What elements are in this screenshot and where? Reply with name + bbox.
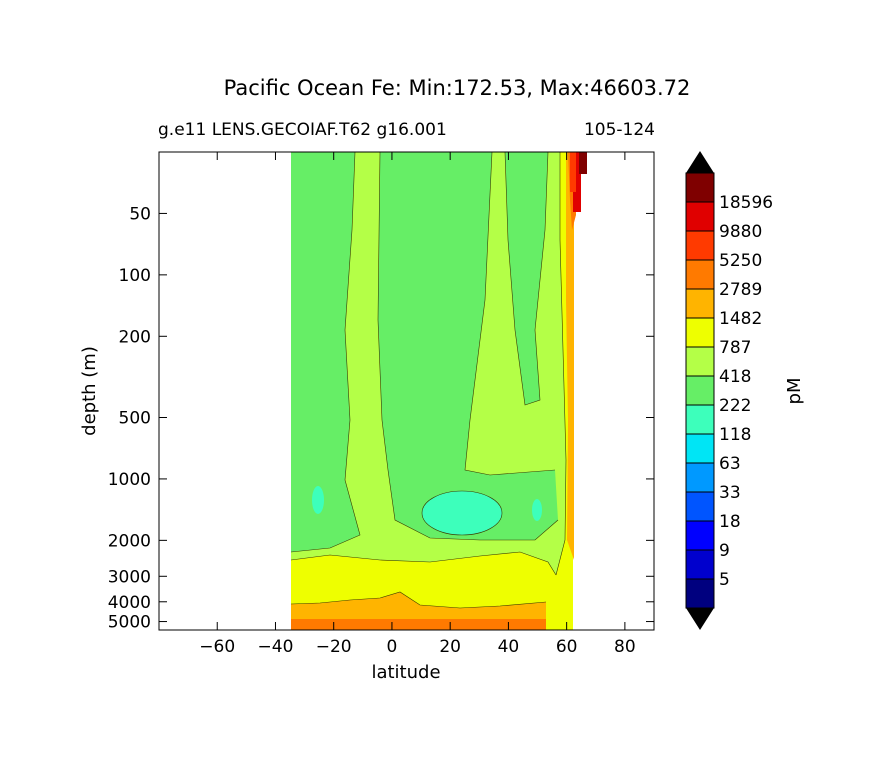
- region-bottom-darkorange: [291, 619, 546, 630]
- colorbar-segment: [686, 347, 714, 377]
- colorbar-tick-label: 9880: [719, 222, 762, 242]
- region-green-west: [291, 152, 360, 552]
- colorbar-segment: [686, 260, 714, 290]
- colorbar-segment: [686, 376, 714, 406]
- y-tick-label: 3000: [108, 567, 151, 587]
- colorbar-segment: [686, 289, 714, 319]
- colorbar-segment: [686, 231, 714, 261]
- y-axis-label: depth (m): [79, 346, 100, 436]
- x-tick-label: 60: [556, 637, 578, 657]
- colorbar-segment: [686, 173, 714, 203]
- colorbar-segment: [686, 550, 714, 580]
- colorbar-tick-label: 222: [719, 396, 751, 416]
- colorbar-label: pM: [784, 378, 805, 405]
- y-tick-label: 500: [119, 408, 151, 428]
- region-north-darkred: [579, 152, 587, 174]
- region-north-orange-strip: [566, 152, 574, 560]
- colorbar-tick-label: 33: [719, 483, 741, 503]
- colorbar-frame: [685, 172, 715, 609]
- chart-title: Pacific Ocean Fe: Min:172.53, Max:46603.…: [223, 76, 691, 100]
- colorbar-segment: [686, 521, 714, 551]
- y-tick-label: 4000: [108, 593, 151, 613]
- colorbar-segment: [686, 492, 714, 522]
- contour-field: [290, 152, 587, 630]
- colorbar-tick-label: 787: [719, 338, 751, 358]
- region-cyan-patch-east: [532, 499, 542, 521]
- colorbar-tick-label: 63: [719, 454, 741, 474]
- colorbar: 5 9 18 33 63 118 222 418 787 1482 2789 5250 9880 1859…: [685, 151, 773, 630]
- y-tick-label: 5000: [108, 613, 151, 633]
- colorbar-extend-min: [686, 608, 714, 630]
- region-cyan-patch-west: [312, 486, 324, 514]
- x-tick-label: 80: [614, 637, 636, 657]
- chart-subtitle-years: 105-124: [583, 120, 655, 140]
- x-tick-label: −20: [316, 637, 352, 657]
- colorbar-segment: [686, 463, 714, 493]
- colorbar-segment: [686, 405, 714, 435]
- x-axis-label: latitude: [371, 662, 440, 683]
- region-north-red-edge: [570, 152, 576, 192]
- region-north-red: [573, 152, 581, 212]
- x-tick-label: 0: [387, 637, 398, 657]
- colorbar-tick-label: 5: [719, 570, 730, 590]
- x-tick-label: 40: [498, 637, 520, 657]
- colorbar-tick-label: 1482: [719, 309, 762, 329]
- colorbar-segment: [686, 318, 714, 348]
- colorbar-tick-label: 118: [719, 425, 751, 445]
- colorbar-tick-label: 9: [719, 541, 730, 561]
- y-tick-label: 100: [119, 266, 151, 286]
- colorbar-segment: [686, 579, 714, 609]
- region-green-central: [378, 152, 558, 540]
- colorbar-extend-max: [686, 151, 714, 173]
- x-tick-label: −40: [258, 637, 294, 657]
- y-tick-label: 200: [119, 327, 151, 347]
- colorbar-segment: [686, 434, 714, 464]
- colorbar-segment: [686, 202, 714, 232]
- colorbar-tick-label: 2789: [719, 280, 762, 300]
- colorbar-tick-label: 418: [719, 367, 751, 387]
- region-cyan-patch-main: [422, 491, 502, 535]
- chart-subtitle-case: g.e11 LENS.GECOIAF.T62 g16.001: [158, 120, 447, 140]
- colorbar-tick-label: 18: [719, 512, 741, 532]
- region-green-north: [505, 152, 548, 405]
- x-ticks: −60 −40 −20 0 20 40 60 80: [199, 152, 636, 657]
- contour-lines: [290, 152, 567, 609]
- x-tick-label: 20: [439, 637, 461, 657]
- colorbar-tick-label: 18596: [719, 193, 773, 213]
- y-tick-label: 2000: [108, 531, 151, 551]
- y-tick-label: 1000: [108, 470, 151, 490]
- y-tick-label: 50: [129, 204, 151, 224]
- x-tick-label: −60: [199, 637, 235, 657]
- plot-frame: [158, 151, 655, 631]
- colorbar-tick-label: 5250: [719, 251, 762, 271]
